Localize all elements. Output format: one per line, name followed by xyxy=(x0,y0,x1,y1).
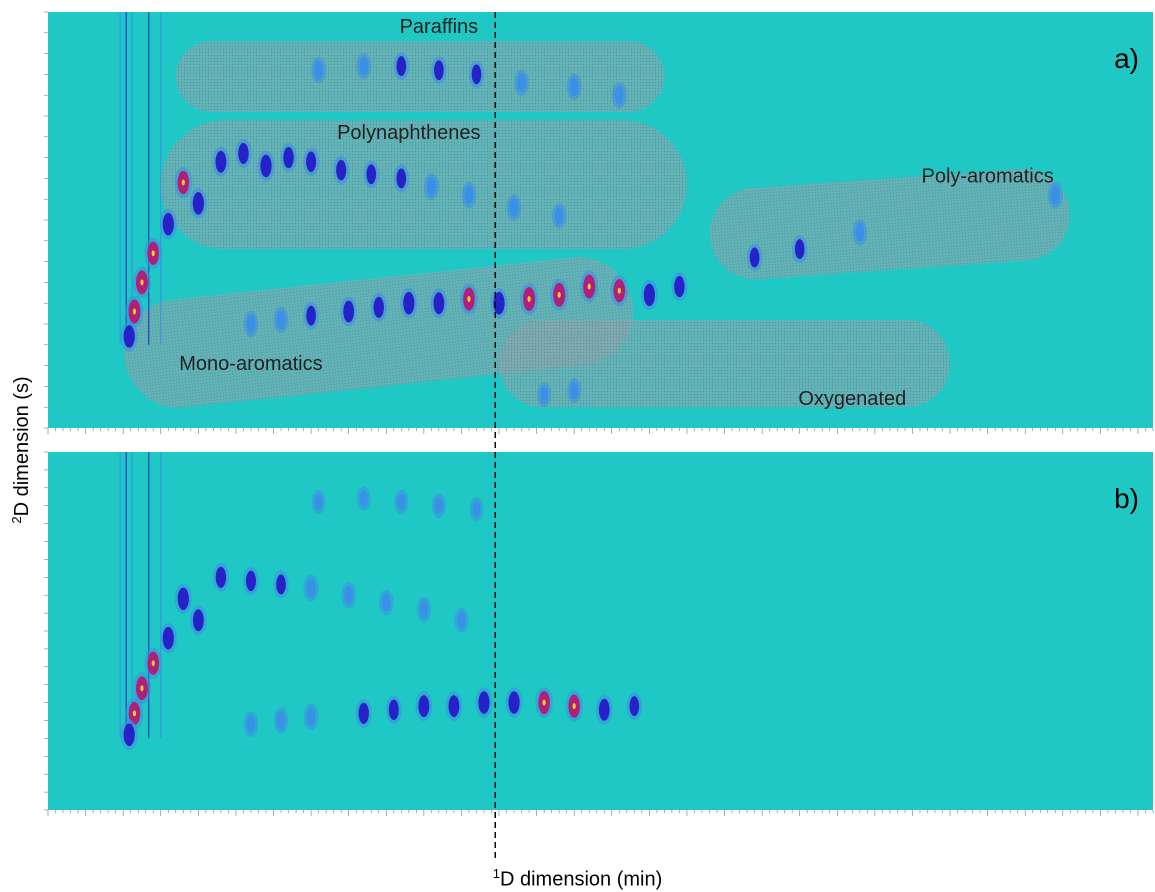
peak xyxy=(246,715,256,733)
peak xyxy=(749,247,760,268)
panel-a: a) Paraffins Polynaphthenes Poly-aromatics M… xyxy=(40,11,1154,440)
peak-core xyxy=(572,703,576,710)
plot-background xyxy=(48,452,1153,810)
panel-label: b) xyxy=(1114,483,1139,514)
peak-core xyxy=(181,179,185,186)
peak xyxy=(419,600,429,619)
peak xyxy=(517,73,526,92)
peak-core xyxy=(151,250,155,257)
peak xyxy=(215,150,227,173)
peak xyxy=(614,86,624,105)
svg-text:2D dimension (s): 2D dimension (s) xyxy=(9,376,34,523)
peak xyxy=(478,691,490,714)
peak xyxy=(472,501,481,518)
peak xyxy=(366,164,377,185)
peak xyxy=(359,490,368,507)
peak xyxy=(508,691,520,714)
region-paraffins xyxy=(175,41,665,112)
peak xyxy=(457,611,466,629)
peak xyxy=(358,702,369,724)
region-label: Mono-aromatics xyxy=(179,353,322,375)
peak xyxy=(643,283,655,307)
peak xyxy=(162,626,174,650)
panel-b: b) xyxy=(40,451,1154,822)
peak xyxy=(177,587,189,611)
peak xyxy=(388,699,399,721)
peak xyxy=(382,593,391,612)
region-oxygenated xyxy=(499,319,951,408)
peak-core xyxy=(467,296,471,303)
x-tick-strip xyxy=(48,428,1153,440)
peak xyxy=(359,56,369,76)
peak xyxy=(123,325,135,348)
peak xyxy=(246,314,256,334)
peak-core xyxy=(542,699,546,706)
peak xyxy=(215,566,227,588)
peak xyxy=(434,60,444,81)
peak xyxy=(396,168,407,189)
peak xyxy=(569,77,579,97)
peak xyxy=(493,291,505,315)
peak xyxy=(314,61,324,80)
peak xyxy=(123,723,135,747)
region-label: Paraffins xyxy=(400,16,479,38)
x-axis-label: 1D dimension (min) xyxy=(492,866,663,891)
peak xyxy=(344,586,354,605)
peak-core xyxy=(557,291,561,298)
peak-core xyxy=(140,685,144,692)
peak xyxy=(570,382,579,400)
peak xyxy=(1050,185,1060,205)
peak xyxy=(192,609,204,632)
y-axis-label: 2D dimension (s) xyxy=(2,250,42,650)
peak xyxy=(343,300,355,323)
region-label: Oxygenated xyxy=(798,388,906,410)
peak xyxy=(245,570,256,592)
peak xyxy=(396,56,407,76)
x-tick-strip xyxy=(48,810,1153,822)
peak xyxy=(554,206,564,225)
peak xyxy=(433,292,445,315)
peak xyxy=(306,578,316,598)
peak xyxy=(855,223,865,242)
peak-core xyxy=(617,287,621,294)
peak xyxy=(306,305,316,326)
peak xyxy=(397,493,406,511)
peak xyxy=(426,177,436,197)
panel-label: a) xyxy=(1114,43,1139,74)
peak-core xyxy=(587,283,591,290)
peak xyxy=(276,310,286,330)
peak xyxy=(464,185,474,205)
peak-core xyxy=(140,279,144,286)
region-label: Poly-aromatics xyxy=(921,166,1053,188)
peak xyxy=(306,151,317,173)
peak xyxy=(260,154,272,178)
peak-core xyxy=(132,710,137,717)
peak xyxy=(471,64,482,85)
peak xyxy=(283,147,294,169)
peak xyxy=(418,695,430,718)
peak xyxy=(598,698,610,721)
peak xyxy=(794,239,805,260)
peak xyxy=(540,386,549,404)
peak xyxy=(314,493,323,511)
peak-core xyxy=(527,296,531,303)
peak xyxy=(192,192,204,215)
peak-core xyxy=(132,308,137,315)
peak-core xyxy=(151,660,155,667)
peak xyxy=(674,275,685,298)
peak xyxy=(629,696,640,717)
peak xyxy=(238,142,249,165)
peak xyxy=(434,497,443,515)
peak xyxy=(276,574,286,595)
peak xyxy=(306,707,316,727)
peak xyxy=(276,711,286,730)
peak xyxy=(162,212,174,236)
peak xyxy=(448,695,460,718)
region-label: Polynaphthenes xyxy=(337,122,480,144)
peak xyxy=(509,198,519,217)
peak xyxy=(403,291,415,315)
peak xyxy=(336,159,347,181)
peak xyxy=(373,296,384,318)
